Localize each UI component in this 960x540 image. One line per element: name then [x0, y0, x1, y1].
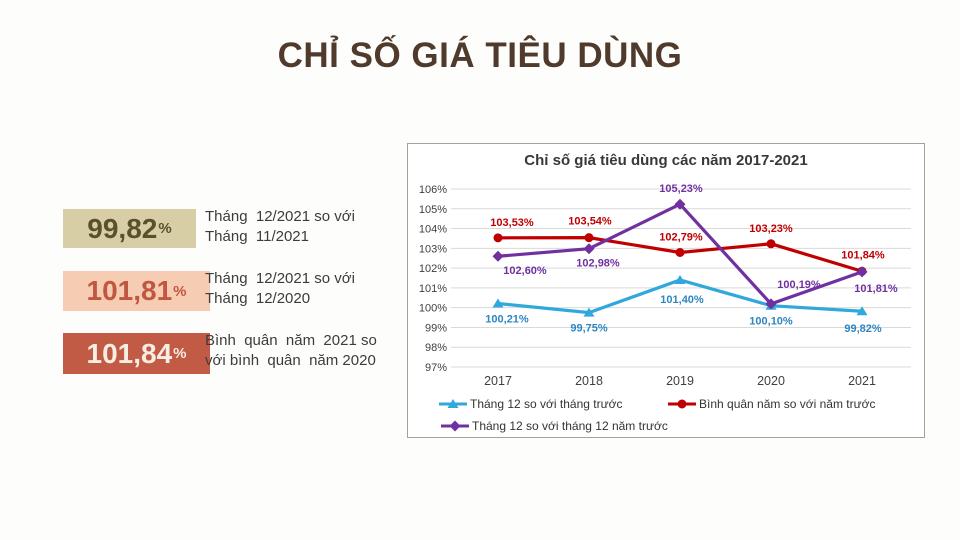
data-label: 102,79% — [659, 231, 703, 243]
chart-title: Chỉ số giá tiêu dùng các năm 2017-2021 — [524, 152, 808, 169]
y-tick-label: 103% — [419, 243, 447, 255]
y-tick-label: 101% — [419, 283, 447, 295]
data-label: 103,53% — [490, 217, 534, 229]
y-tick-label: 98% — [425, 342, 447, 354]
stat-box-dec2021-vs-nov2021: 99,82% — [63, 209, 196, 248]
stat-value: 101,84 — [86, 337, 173, 369]
stat-value: 99,82 — [87, 212, 158, 244]
stat-label-line1: Bình quân năm 2021 so — [205, 332, 377, 349]
y-tick-label: 99% — [425, 322, 447, 334]
stat-box-dec2021-vs-dec2020: 101,81% — [63, 271, 210, 311]
data-point-1 — [766, 239, 776, 249]
y-tick-label: 106% — [419, 184, 447, 196]
data-point-2 — [492, 250, 504, 262]
stat-label-dec2021-vs-nov2021: Tháng 12/2021 so với Tháng 11/2021 — [205, 207, 355, 247]
data-point-1 — [584, 233, 594, 243]
stat-box-avg2021-vs-avg2020: 101,84% — [63, 333, 210, 374]
data-label: 99,82% — [844, 323, 882, 335]
chart-card: Chỉ số giá tiêu dùng các năm 2017-2021 9… — [407, 143, 925, 438]
stat-value: 101,81 — [86, 275, 173, 306]
legend-label: Tháng 12 so với tháng trước — [470, 397, 623, 411]
x-tick-label: 2018 — [575, 374, 603, 388]
data-point-2 — [583, 243, 595, 255]
y-tick-label: 100% — [419, 303, 447, 315]
y-tick-label: 97% — [425, 362, 447, 374]
y-tick-label: 104% — [419, 224, 447, 236]
data-label: 100,21% — [485, 314, 529, 326]
x-tick-label: 2019 — [666, 374, 694, 388]
data-point-2 — [765, 298, 777, 310]
data-point-2 — [856, 266, 868, 278]
x-tick-label: 2020 — [757, 374, 785, 388]
data-label: 103,54% — [568, 216, 612, 228]
data-label: 101,40% — [660, 294, 704, 306]
data-point-0 — [492, 298, 504, 308]
data-label: 99,75% — [570, 323, 608, 335]
x-tick-label: 2017 — [484, 374, 512, 388]
data-point-1 — [675, 247, 685, 257]
stat-label-dec2021-vs-dec2020: Tháng 12/2021 so với Tháng 12/2020 — [205, 269, 355, 309]
legend-label: Tháng 12 so với tháng 12 năm trước — [472, 419, 668, 433]
legend-label: Bình quân năm so với năm trước — [699, 397, 876, 411]
legend-marker — [449, 420, 461, 432]
x-tick-label: 2021 — [848, 374, 876, 388]
data-label: 105,23% — [659, 183, 703, 195]
data-label: 100,19% — [777, 279, 821, 291]
data-point-0 — [583, 307, 595, 317]
y-tick-label: 102% — [419, 263, 447, 275]
stat-label-avg2021-vs-avg2020: Bình quân năm 2021 so với bình quân năm … — [205, 331, 377, 371]
y-tick-label: 105% — [419, 204, 447, 216]
stat-unit: % — [173, 345, 187, 362]
data-label: 102,98% — [576, 258, 620, 270]
data-label: 101,84% — [841, 249, 885, 261]
data-label: 100,10% — [749, 316, 793, 328]
legend-marker — [677, 399, 687, 409]
data-label: 101,81% — [854, 283, 898, 295]
stat-label-line2: Tháng 11/2021 — [205, 228, 309, 245]
stat-label-line1: Tháng 12/2021 so với — [205, 270, 355, 287]
stat-label-line2: với bình quân năm 2020 — [205, 352, 376, 369]
data-label: 102,60% — [503, 265, 547, 277]
data-point-2 — [674, 198, 686, 210]
cpi-line-chart: 97% 98% 99% 100% 101% 102% 103% 104% 105% 106% 201… — [419, 183, 911, 433]
legend-marker — [447, 399, 459, 408]
stat-unit: % — [173, 282, 187, 300]
data-point-1 — [493, 233, 503, 243]
data-point-0 — [856, 306, 868, 316]
stat-label-line2: Tháng 12/2020 — [205, 290, 311, 307]
data-label: 103,23% — [749, 223, 793, 235]
stat-label-line1: Tháng 12/2021 so với — [205, 208, 355, 225]
page-title: CHỈ SỐ GIÁ TIÊU DÙNG — [277, 36, 683, 75]
data-point-0 — [674, 274, 686, 284]
stat-unit: % — [158, 220, 172, 237]
